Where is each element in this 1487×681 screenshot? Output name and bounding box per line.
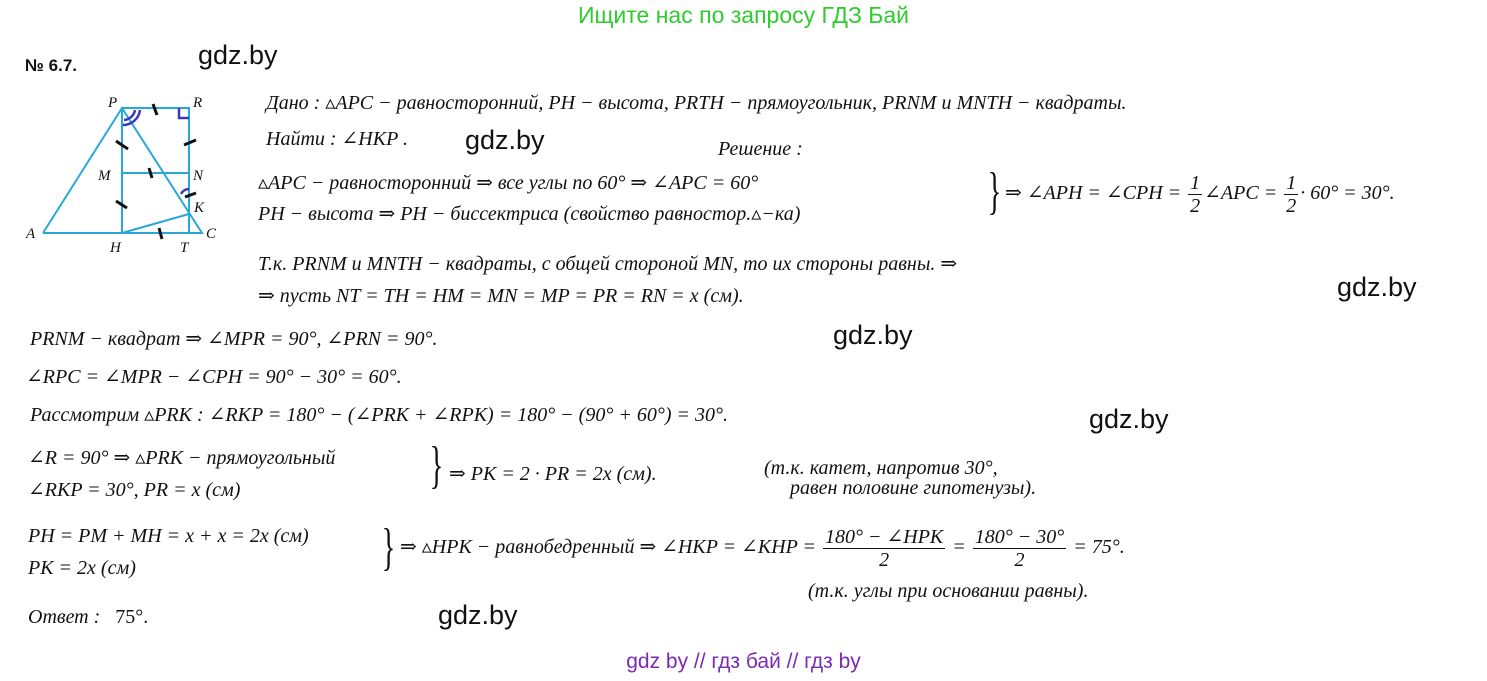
search-banner: Ищите нас по запросу ГДЗ Бай — [577, 2, 910, 28]
system2-row2: ∠RKP = 30°, PR = x (см) — [28, 479, 241, 501]
brace: } — [987, 163, 1002, 220]
result-text: ⇒ ∠APH = ∠CPH = — [1005, 182, 1182, 205]
tick-marks — [115, 103, 197, 240]
equals: = — [952, 536, 966, 559]
watermark: gdz.by — [198, 40, 278, 70]
answer-label: Ответ : — [28, 606, 101, 628]
squares-line1: Т.к. PRNM и MNTH − квадраты, с общей сто… — [258, 253, 958, 275]
result-text: = 75°. — [1073, 536, 1125, 559]
watermark: gdz.by — [1089, 404, 1169, 434]
brace: } — [429, 437, 444, 494]
label-k: K — [193, 200, 205, 216]
label-a: A — [25, 226, 36, 242]
result-text: ⇒ ▵HPK − равнобедренный ⇒ ∠HKP = ∠KHP = — [400, 536, 816, 559]
answer-value: 75°. — [115, 606, 149, 628]
fraction: 180° − 30° 2 — [972, 526, 1067, 571]
label-p: P — [107, 95, 117, 111]
geometry-figure: P R M N K A H T C — [25, 95, 217, 256]
system1-result: ⇒ ∠APH = ∠CPH = 1 2 ∠APC = 1 2 · 60° = 30°. — [1005, 172, 1395, 217]
result-text: ∠APC = — [1204, 182, 1278, 205]
numerator: 180° − 30° — [972, 526, 1067, 549]
label-m: M — [97, 168, 112, 184]
denominator: 2 — [879, 549, 890, 571]
step-3: Рассмотрим ▵PRK : ∠RKP = 180° − (∠PRK + … — [30, 404, 728, 426]
system3-result: ⇒ ▵HPK − равнобедренный ⇒ ∠HKP = ∠KHP = … — [400, 526, 1125, 571]
watermark: gdz.by — [1337, 272, 1417, 302]
system1-row2: PH − высота ⇒ PH − биссектриса (свойство… — [258, 203, 801, 225]
label-h: H — [109, 240, 122, 256]
system2-note1: (т.к. катет, напротив 30°, — [764, 457, 998, 479]
label-r: R — [192, 95, 202, 111]
find-line: Найти : ∠HKP . — [266, 128, 408, 150]
watermark: gdz.by — [833, 320, 913, 350]
answer: Ответ : 75°. — [28, 606, 148, 629]
system3-row1: PH = PM + MH = x + x = 2x (см) — [28, 525, 309, 547]
numerator: 1 — [1284, 172, 1299, 195]
fraction: 180° − ∠HPK 2 — [823, 526, 946, 571]
system3-note: (т.к. углы при основании равны). — [808, 580, 1089, 602]
step-1: PRNM − квадрат ⇒ ∠MPR = 90°, ∠PRN = 90°. — [30, 328, 438, 350]
watermark: gdz.by — [465, 125, 545, 155]
figure-lines — [42, 106, 204, 234]
system2-row1: ∠R = 90° ⇒ ▵PRK − прямоугольный — [28, 447, 336, 469]
label-n: N — [192, 168, 204, 184]
footer: gdz by // гдз бай // гдз by — [626, 650, 861, 673]
numerator: 180° − ∠HPK — [823, 526, 946, 549]
given-line: Дано : ▵APC − равносторонний, PH − высот… — [266, 92, 1127, 114]
denominator: 2 — [1190, 195, 1201, 217]
denominator: 2 — [1014, 549, 1025, 571]
denominator: 2 — [1286, 195, 1297, 217]
system2-note2: равен половине гипотенузы). — [790, 477, 1037, 499]
brace: } — [381, 519, 396, 576]
angle-marks — [122, 108, 190, 195]
step-2: ∠RPC = ∠MPR − ∠CPH = 90° − 30° = 60°. — [26, 366, 402, 388]
label-t: T — [180, 240, 190, 256]
system2-result: ⇒ PK = 2 · PR = 2x (см). — [449, 463, 657, 485]
watermark: gdz.by — [438, 600, 518, 630]
result-text: · 60° = 30°. — [1300, 182, 1395, 205]
system1-row1: ▵APC − равносторонний ⇒ все углы по 60° … — [258, 172, 759, 194]
solution-title: Решение : — [718, 138, 803, 160]
squares-line2: ⇒ пусть NT = TH = HM = MN = MP = PR = RN… — [258, 285, 744, 307]
system3-row2: PK = 2x (см) — [28, 557, 136, 579]
problem-number: № 6.7. — [25, 56, 78, 75]
label-c: C — [206, 226, 217, 242]
numerator: 1 — [1188, 172, 1203, 195]
